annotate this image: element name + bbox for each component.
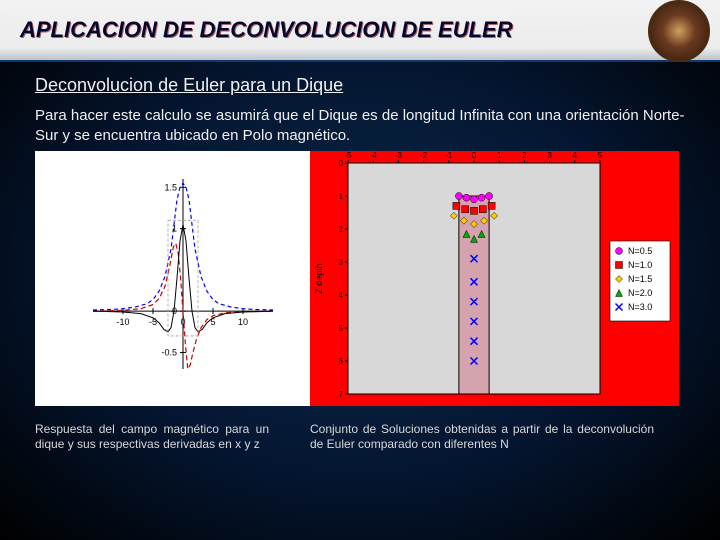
subtitle: Deconvolucion de Euler para un Dique bbox=[35, 75, 685, 96]
svg-text:Z depth: Z depth bbox=[314, 263, 324, 294]
svg-text:-3: -3 bbox=[395, 151, 403, 160]
figure-1-caption: Respuesta del campo magnético para un di… bbox=[35, 422, 285, 452]
figure-2-chart: -5 -4 -3 -2 -1 0 1 2 3 4 5 0 1 2 3 4 5 6 7 Z depth N=0.5 N=1.… bbox=[310, 151, 679, 406]
slide: APLICACION DE DECONVOLUCION DE EULER Dec… bbox=[0, 0, 720, 540]
header: APLICACION DE DECONVOLUCION DE EULER bbox=[0, 0, 720, 62]
figure-2-wrap: -5 -4 -3 -2 -1 0 1 2 3 4 5 0 1 2 3 4 5 6 7 Z depth N=0.5 N=1.… bbox=[310, 151, 679, 452]
content-area: Deconvolucion de Euler para un Dique Par… bbox=[35, 75, 685, 520]
slide-title: APLICACION DE DECONVOLUCION DE EULER bbox=[20, 17, 513, 43]
svg-text:-5: -5 bbox=[148, 317, 156, 327]
svg-text:2: 2 bbox=[339, 225, 344, 234]
figure-1: -10-50510-0.5011.5 bbox=[35, 151, 310, 406]
svg-text:6: 6 bbox=[339, 357, 344, 366]
svg-text:5: 5 bbox=[339, 324, 344, 333]
svg-text:N=1.0: N=1.0 bbox=[628, 260, 652, 270]
svg-text:0: 0 bbox=[339, 159, 344, 168]
figure-1-wrap: -10-50510-0.5011.5 Respuesta del campo m… bbox=[35, 151, 310, 452]
svg-text:3: 3 bbox=[339, 258, 344, 267]
svg-text:4: 4 bbox=[339, 291, 344, 300]
seal-logo bbox=[648, 0, 710, 62]
figure-2-caption: Conjunto de Soluciones obtenidas a parti… bbox=[310, 422, 670, 452]
svg-text:-10: -10 bbox=[116, 317, 129, 327]
svg-text:3: 3 bbox=[547, 151, 552, 160]
svg-text:2: 2 bbox=[522, 151, 527, 160]
svg-text:-0.5: -0.5 bbox=[161, 347, 177, 357]
svg-text:-5: -5 bbox=[344, 151, 352, 160]
svg-text:-4: -4 bbox=[370, 151, 378, 160]
figure-2: -5 -4 -3 -2 -1 0 1 2 3 4 5 0 1 2 3 4 5 6 7 Z depth N=0.5 N=1.… bbox=[310, 151, 679, 406]
svg-text:1: 1 bbox=[497, 151, 502, 160]
paragraph: Para hacer este calculo se asumirá que e… bbox=[35, 106, 685, 145]
svg-text:N=2.0: N=2.0 bbox=[628, 288, 652, 298]
svg-text:7: 7 bbox=[339, 390, 344, 399]
svg-text:-2: -2 bbox=[420, 151, 428, 160]
svg-text:4: 4 bbox=[573, 151, 578, 160]
svg-text:N=3.0: N=3.0 bbox=[628, 302, 652, 312]
svg-text:1.5: 1.5 bbox=[164, 182, 177, 192]
figures-row: -10-50510-0.5011.5 Respuesta del campo m… bbox=[35, 151, 679, 452]
svg-text:1: 1 bbox=[339, 192, 344, 201]
svg-text:N=0.5: N=0.5 bbox=[628, 246, 652, 256]
svg-text:-1: -1 bbox=[445, 151, 453, 160]
svg-text:5: 5 bbox=[598, 151, 603, 160]
svg-text:N=1.5: N=1.5 bbox=[628, 274, 652, 284]
svg-text:0: 0 bbox=[472, 151, 477, 160]
figure-1-chart: -10-50510-0.5011.5 bbox=[53, 164, 293, 394]
svg-text:10: 10 bbox=[237, 317, 247, 327]
